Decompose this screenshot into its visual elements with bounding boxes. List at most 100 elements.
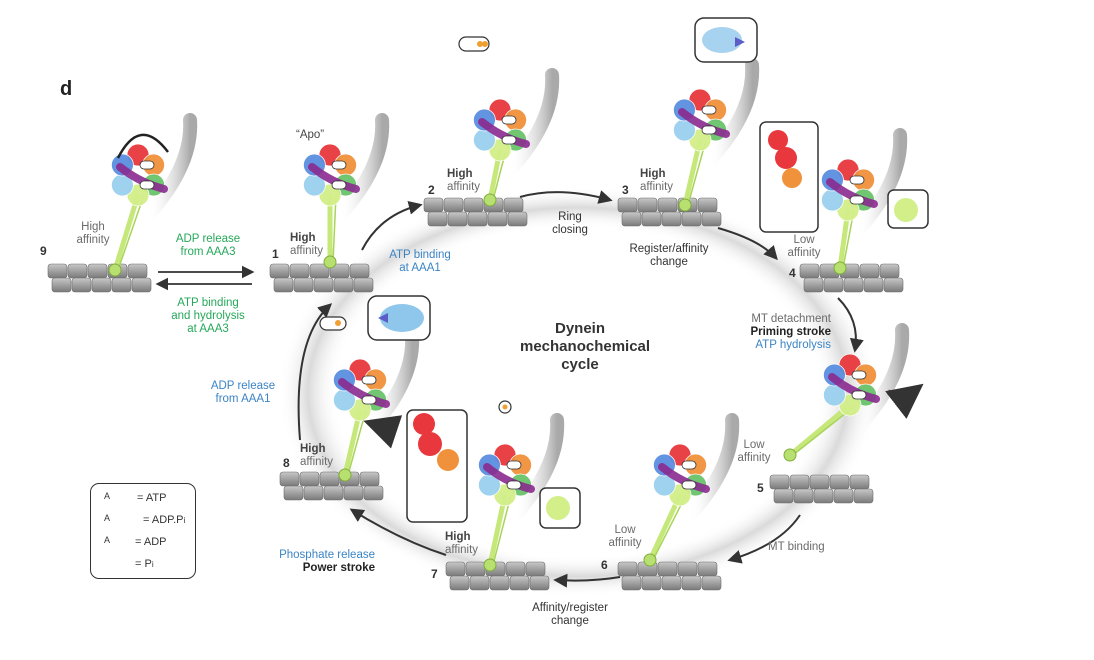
state-1-number: 1: [272, 247, 279, 261]
affinity-word: affinity: [737, 452, 771, 464]
state-2-number: 2: [428, 183, 435, 197]
affinity-word: affinity: [445, 544, 479, 556]
legend-atp: = ATP: [133, 490, 166, 506]
affinity-word: affinity: [787, 247, 821, 259]
legend-text: = ATP: [137, 492, 167, 504]
state-5-number: 5: [757, 481, 764, 495]
affinity-word: affinity: [300, 456, 334, 468]
panel-label: d: [60, 78, 73, 100]
affinity-word: affinity: [447, 181, 481, 193]
cycle-title: Dynein mechanochemical cycle: [520, 320, 651, 374]
transition-1-2: ATP binding at AAA1: [385, 249, 455, 275]
dynein-motor: [473, 68, 560, 207]
state-8-number: 8: [283, 456, 290, 470]
transition-5-6: MT binding: [768, 541, 825, 553]
transition-line: closing: [552, 224, 588, 236]
title-line: Dynein: [554, 320, 605, 337]
affinity-word: affinity: [608, 537, 642, 549]
state-1-label: High affinity: [290, 232, 323, 258]
state-2-label: High affinity: [447, 168, 480, 194]
microtubule-segment: [279, 471, 384, 501]
transition-line: and hydrolysis: [171, 310, 245, 322]
title-line: mechanochemical: [520, 338, 651, 355]
affinity-word: affinity: [290, 245, 324, 257]
power-arrow-icon: [363, 415, 403, 449]
legend-sub: i: [151, 559, 154, 569]
arrow-4-5: [837, 297, 864, 353]
microtubule-segment: [269, 263, 374, 293]
transition-4-5: MT detachment Priming stroke ATP hydroly…: [720, 313, 831, 352]
legend-text: = ADP: [135, 536, 167, 548]
affinity-word: Low: [743, 439, 765, 451]
transition-line: at AAA3: [187, 323, 229, 335]
affinity-strong: High: [290, 232, 316, 244]
dynein-motor: [303, 113, 390, 269]
state-6-label: Low affinity: [605, 524, 645, 550]
transition-line: ADP release: [175, 233, 241, 245]
transition-line: MT detachment: [751, 313, 831, 325]
transition-line: from AAA3: [180, 246, 236, 258]
arrow-1-2: [361, 200, 423, 251]
legend-adp-pi: = ADP.P i: [139, 512, 185, 528]
dynein-motor: [478, 413, 565, 572]
microtubule-segment: [47, 263, 152, 293]
state-6-number: 6: [601, 558, 608, 572]
transition-line: at AAA1: [399, 262, 441, 274]
transition-line: Power stroke: [302, 562, 375, 574]
dynein-motor: [783, 323, 910, 462]
transition-line: ADP release: [210, 380, 276, 392]
state-7-label: High affinity: [445, 531, 478, 557]
legend-a-glyph: A: [104, 535, 111, 545]
affinity-strong: High: [447, 168, 473, 180]
transition-line: Priming stroke: [750, 326, 831, 338]
atp-bubble-2: [458, 36, 490, 52]
legend-text: = P: [135, 558, 152, 570]
dynein-motor: [673, 58, 760, 212]
microtubule-segment: [617, 561, 722, 591]
affinity-word: High: [81, 221, 105, 233]
affinity-word: Low: [614, 524, 636, 536]
arrow-2-3: [519, 190, 613, 204]
transition-line: ATP binding: [177, 297, 239, 309]
arrow-3-4: [717, 227, 778, 261]
affinity-word: Low: [793, 234, 815, 246]
legend-a-glyph: A: [104, 491, 111, 501]
transition-7-8: Phosphate release Power stroke: [260, 549, 375, 575]
state-3-label: High affinity: [640, 168, 673, 194]
legend-sub: i: [183, 515, 186, 525]
legend-text: = ADP.P: [143, 514, 184, 526]
transition-6-7: Affinity/register change: [520, 602, 620, 628]
arrow-6-7: [553, 573, 621, 588]
transition-line: from AAA1: [215, 393, 271, 405]
microtubule-segment: [445, 561, 550, 591]
transition-line: Ring: [558, 211, 582, 223]
transition-line: ATP binding: [389, 249, 451, 261]
affinity-word: affinity: [76, 234, 110, 246]
dynein-motor: [643, 413, 740, 567]
state-3-number: 3: [622, 183, 629, 197]
transition-9-1-bottom: ATP binding and hydrolysis at AAA3: [163, 297, 253, 336]
affinity-word: affinity: [640, 181, 674, 193]
transition-line: Register/affinity: [629, 243, 709, 255]
microtubule-segment: [769, 474, 874, 504]
legend-adp: = ADP: [131, 534, 167, 550]
state-5-label: Low affinity: [734, 439, 774, 465]
arrow-7-8: [349, 508, 447, 556]
arrow-5-6: [727, 514, 801, 564]
transition-3-4: Register/affinity change: [614, 243, 724, 269]
legend-a-glyph: A: [104, 513, 111, 523]
transition-line: ATP hydrolysis: [755, 339, 831, 351]
affinity-strong: High: [300, 443, 326, 455]
transition-line: Affinity/register: [532, 602, 608, 614]
affinity-strong: High: [640, 168, 666, 180]
microtubules: [47, 197, 904, 591]
priming-arrow-icon: [885, 383, 924, 419]
transition-line: Phosphate release: [279, 549, 375, 561]
transition-8-1: ADP release from AAA1: [208, 380, 278, 406]
arrow-8-1: [297, 303, 333, 441]
transition-2-3: Ring closing: [542, 211, 598, 237]
